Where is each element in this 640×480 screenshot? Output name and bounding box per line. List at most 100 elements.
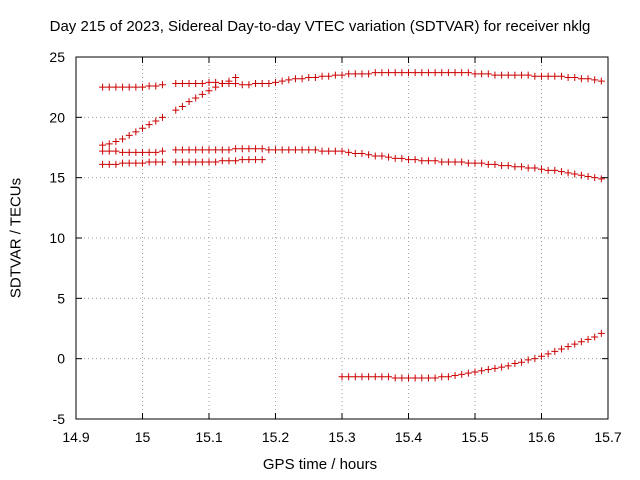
data-point	[291, 146, 299, 154]
data-point	[365, 373, 373, 381]
data-point	[172, 146, 180, 154]
data-point	[551, 347, 559, 355]
data-point	[105, 160, 113, 168]
data-point	[538, 72, 545, 80]
data-point	[99, 83, 107, 91]
data-point	[152, 148, 160, 156]
data-point	[198, 80, 206, 88]
data-point	[405, 374, 412, 382]
y-tick-label: 25	[49, 49, 65, 65]
x-tick-label: 15.4	[395, 429, 422, 445]
data-point	[112, 160, 120, 168]
data-point	[232, 145, 240, 153]
data-point	[331, 71, 339, 79]
x-tick-label: 15.3	[328, 429, 355, 445]
data-point	[132, 83, 140, 91]
data-point	[145, 158, 153, 166]
data-point	[484, 160, 492, 168]
data-point	[238, 81, 246, 89]
data-point	[544, 350, 552, 358]
data-point	[385, 153, 393, 161]
data-point	[418, 157, 426, 165]
data-point	[577, 338, 585, 346]
data-point	[544, 166, 552, 174]
data-point	[571, 340, 579, 348]
data-point	[444, 373, 452, 381]
data-point	[99, 160, 107, 168]
data-point	[478, 159, 486, 167]
data-point	[258, 80, 266, 88]
data-point	[338, 147, 346, 155]
data-point	[345, 148, 353, 156]
data-point	[178, 158, 186, 166]
data-point	[272, 146, 279, 154]
data-point	[584, 75, 592, 83]
data-point	[418, 374, 426, 382]
data-point	[158, 113, 166, 121]
data-point	[431, 157, 439, 165]
data-point	[112, 147, 120, 155]
data-point	[491, 364, 499, 372]
data-point	[557, 72, 565, 80]
data-point	[105, 147, 113, 155]
data-point	[371, 373, 379, 381]
data-point	[325, 72, 333, 80]
data-point	[139, 148, 146, 156]
data-point	[139, 83, 146, 91]
data-point	[471, 368, 479, 376]
data-point	[258, 145, 266, 153]
data-point	[238, 145, 246, 153]
data-point	[99, 147, 107, 155]
data-point	[431, 374, 439, 382]
data-point	[584, 172, 592, 180]
y-tick-label: 10	[49, 230, 65, 246]
data-point	[524, 356, 532, 364]
data-point	[152, 158, 160, 166]
data-point	[331, 147, 339, 155]
data-point	[225, 146, 233, 154]
data-point	[305, 74, 313, 82]
data-point	[178, 80, 186, 88]
data-point	[531, 355, 539, 363]
data-point	[557, 168, 565, 176]
data-point	[119, 135, 127, 143]
data-point	[584, 335, 592, 343]
data-point	[564, 343, 572, 351]
data-point	[544, 72, 552, 80]
y-tick-label: 5	[57, 290, 65, 306]
data-point	[378, 373, 386, 381]
data-point	[358, 150, 366, 158]
data-point	[597, 175, 605, 183]
data-point	[145, 148, 153, 156]
data-point	[272, 78, 279, 86]
data-point	[185, 80, 193, 88]
data-point	[212, 83, 220, 91]
data-point	[471, 70, 479, 78]
data-point	[411, 156, 419, 164]
x-tick-label: 15.5	[461, 429, 488, 445]
x-tick-label: 15.1	[195, 429, 222, 445]
data-point	[464, 159, 472, 167]
data-point	[385, 373, 393, 381]
data-point	[232, 74, 240, 82]
data-point	[491, 160, 499, 168]
data-point	[511, 163, 519, 171]
data-point	[478, 367, 486, 375]
data-point	[524, 164, 532, 172]
data-point	[564, 74, 572, 82]
data-point	[438, 158, 446, 166]
data-point	[391, 69, 399, 77]
data-point	[265, 80, 273, 88]
data-point	[225, 157, 233, 165]
data-point	[557, 345, 565, 353]
data-point	[291, 75, 299, 83]
data-point	[524, 71, 532, 79]
data-point	[444, 158, 452, 166]
data-point	[411, 374, 419, 382]
data-point	[424, 69, 432, 77]
data-point	[458, 370, 466, 378]
data-point	[325, 147, 333, 155]
data-point	[185, 146, 193, 154]
data-point	[218, 157, 226, 165]
data-point	[172, 106, 180, 114]
